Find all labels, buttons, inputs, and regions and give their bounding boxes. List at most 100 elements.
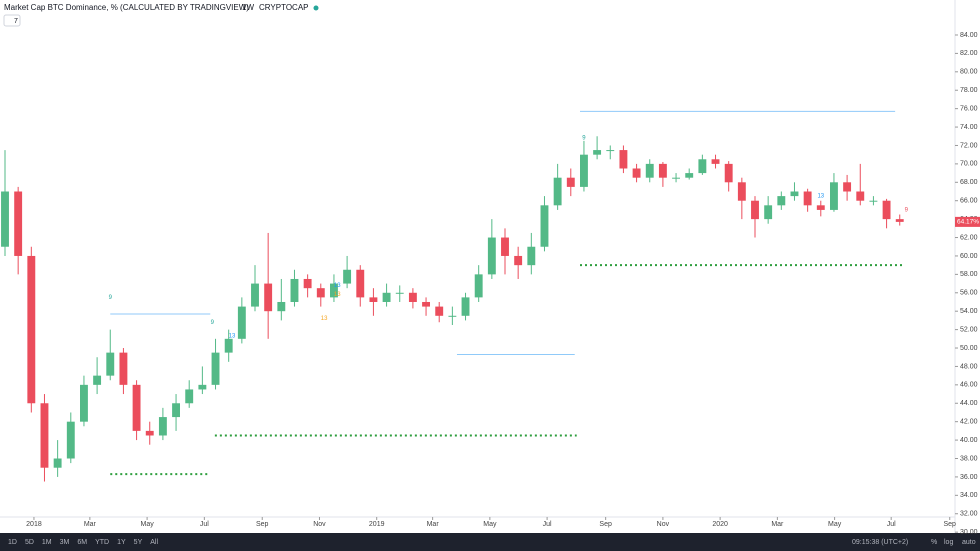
candle-body xyxy=(316,288,325,298)
indicator-badge[interactable]: 7 xyxy=(14,18,18,25)
candle-body xyxy=(711,159,720,164)
candle-body xyxy=(698,159,707,174)
candle-body xyxy=(580,154,588,187)
x-tick-label: Sep xyxy=(599,521,612,528)
scale-option[interactable]: log xyxy=(944,539,953,546)
y-tick-label: 48.00 xyxy=(960,363,978,370)
y-tick-label: 70.00 xyxy=(960,161,978,168)
x-tick-label: Nov xyxy=(313,521,326,528)
interval: 1W xyxy=(242,3,254,12)
y-tick-label: 30.00 xyxy=(960,529,978,536)
y-tick-label: 42.00 xyxy=(960,419,978,426)
candle-body xyxy=(106,352,115,376)
td-count: 13 xyxy=(321,316,328,322)
candle-body xyxy=(145,430,154,436)
candle-body xyxy=(803,191,812,206)
candle-body xyxy=(619,150,628,169)
range-button[interactable]: All xyxy=(150,539,158,546)
chart-title: Market Cap BTC Dominance, % (CALCULATED … xyxy=(4,3,249,12)
candle-body xyxy=(514,255,523,266)
y-tick-label: 68.00 xyxy=(960,179,978,186)
td-count: 9 xyxy=(582,136,586,142)
candle-body xyxy=(645,163,654,178)
indicator-badge-box[interactable] xyxy=(3,14,21,27)
y-tick-label: 44.00 xyxy=(960,400,978,407)
td-count: 13 xyxy=(334,283,341,289)
y-tick-label: 66.00 xyxy=(960,198,978,205)
candle-body xyxy=(672,177,680,179)
candle-body xyxy=(119,352,128,385)
y-tick-label: 78.00 xyxy=(960,87,978,94)
candle-body xyxy=(724,163,733,183)
candle-body xyxy=(264,283,273,312)
candle-body xyxy=(198,384,207,390)
candle-body xyxy=(343,269,352,284)
x-tick-label: Mar xyxy=(84,521,97,528)
range-button[interactable]: 1Y xyxy=(117,539,126,546)
candle-body xyxy=(290,278,299,302)
x-tick-label: May xyxy=(828,521,842,528)
x-tick-label: Sep xyxy=(256,521,269,528)
range-button[interactable]: 5Y xyxy=(134,539,143,546)
y-tick-label: 72.00 xyxy=(960,142,978,149)
clock: 09:15:38 (UTC+2) xyxy=(852,539,908,546)
candle-body xyxy=(435,306,444,316)
y-tick-label: 38.00 xyxy=(960,455,978,462)
candle-body xyxy=(237,306,246,339)
x-tick-label: May xyxy=(483,521,497,528)
candle-body xyxy=(448,315,457,317)
td-count: 13 xyxy=(817,194,824,200)
candle-body xyxy=(882,200,891,220)
candle-body xyxy=(737,182,746,201)
x-tick-label: Sep xyxy=(944,521,957,528)
range-button[interactable]: 6M xyxy=(77,539,87,546)
candle-body xyxy=(869,200,878,202)
candle-body xyxy=(172,403,180,418)
td-count: 13 xyxy=(334,292,341,298)
x-tick-label: 2018 xyxy=(26,521,42,528)
candle-body xyxy=(685,173,694,178)
x-tick-label: May xyxy=(140,521,154,528)
y-tick-label: 52.00 xyxy=(960,326,978,333)
range-button[interactable]: 1D xyxy=(8,539,17,546)
last-price-label: 64.17% xyxy=(957,219,979,226)
candle-body xyxy=(1,191,9,247)
candle-body xyxy=(751,200,759,220)
candle-body xyxy=(408,292,417,302)
scale-option[interactable]: % xyxy=(931,539,937,546)
candle-body xyxy=(303,278,312,289)
candle-body xyxy=(632,168,641,178)
candle-body xyxy=(40,403,49,468)
candle-body xyxy=(461,297,470,316)
candle-body xyxy=(527,246,536,266)
candle-body xyxy=(487,237,496,275)
y-tick-label: 60.00 xyxy=(960,253,978,260)
candle-body xyxy=(566,177,575,187)
status-dot xyxy=(313,5,319,11)
y-tick-label: 56.00 xyxy=(960,290,978,297)
candle-body xyxy=(501,237,509,256)
candle-body xyxy=(553,177,562,206)
range-button[interactable]: YTD xyxy=(95,539,109,546)
range-button[interactable]: 5D xyxy=(25,539,34,546)
x-tick-label: Jul xyxy=(543,521,552,528)
candle-body xyxy=(14,191,23,256)
candle-body xyxy=(80,384,88,422)
candle-body xyxy=(27,255,36,404)
range-button[interactable]: 1M xyxy=(42,539,52,546)
x-tick-label: Jul xyxy=(887,521,896,528)
range-button[interactable]: 3M xyxy=(60,539,70,546)
candle-body xyxy=(856,191,865,201)
x-tick-label: Mar xyxy=(427,521,440,528)
candle-body xyxy=(777,196,786,206)
candle-body xyxy=(93,375,102,385)
candle-body xyxy=(369,297,378,302)
x-tick-label: 2019 xyxy=(369,521,385,528)
y-tick-label: 84.00 xyxy=(960,32,978,39)
scale-option[interactable]: auto xyxy=(962,539,976,546)
candle-body xyxy=(66,421,75,459)
candle-body xyxy=(382,292,391,302)
candle-body xyxy=(895,219,904,222)
x-tick-label: Mar xyxy=(771,521,784,528)
